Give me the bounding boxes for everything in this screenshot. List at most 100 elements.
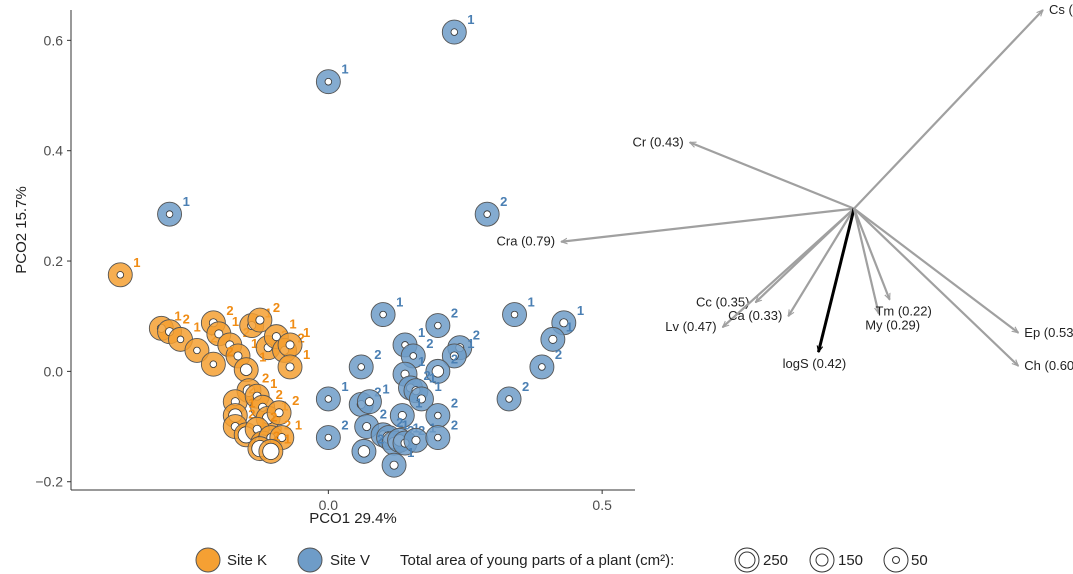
point-area-dot	[274, 408, 284, 418]
point-label: 1	[429, 371, 436, 386]
point-label: 1	[528, 295, 535, 310]
vector-label: Ca (0.33)	[728, 308, 782, 323]
point-area-dot	[548, 334, 558, 344]
point-label: 2	[423, 368, 430, 383]
point-area-dot	[209, 360, 218, 368]
legend-size-dot-250	[738, 551, 756, 569]
vector-label: Cc (0.35)	[696, 294, 749, 309]
point-label: 1	[303, 325, 310, 340]
y-tick-label: 0.4	[44, 143, 64, 159]
legend-label-site-v: Site V	[330, 552, 370, 569]
point-label: 2	[374, 384, 381, 399]
legend-size-50: 50	[911, 552, 928, 569]
point-label: 2	[451, 351, 458, 366]
point-label: 1	[174, 308, 181, 323]
point-label: 2	[262, 371, 269, 386]
vector-arrow	[853, 208, 891, 300]
legend-size-title: Total area of young parts of a plant (cm…	[400, 552, 674, 569]
point-label: 2	[284, 418, 291, 433]
point-label: 1	[295, 418, 302, 433]
point-label: 2	[298, 330, 305, 345]
point-label: 1	[289, 317, 296, 332]
point-label: 1	[418, 325, 425, 340]
point-label: 2	[270, 409, 277, 424]
x-axis-title: PCO1 29.4%	[309, 510, 397, 527]
point-label: 2	[273, 300, 280, 315]
point-area-dot	[357, 363, 365, 371]
scatter-points: 1112112122121122121212212121121222121121…	[107, 12, 584, 478]
point-label: 2	[522, 379, 529, 394]
point-label: 2	[183, 312, 190, 327]
vector-label: Ch (0.60)	[1024, 358, 1073, 373]
y-tick-label: 0.2	[44, 253, 64, 269]
point-label: 2	[292, 393, 299, 408]
point-area-dot	[324, 433, 333, 442]
point-area-dot	[431, 365, 445, 378]
point-label: 1	[413, 420, 420, 435]
point-label: 1	[341, 62, 348, 77]
point-area-dot	[559, 318, 569, 328]
point-label: 1	[577, 303, 584, 318]
vector-label: logS (0.42)	[783, 356, 847, 371]
point-label: 2	[226, 344, 233, 359]
point-area-dot	[176, 335, 185, 344]
x-tick-label: 0.0	[319, 497, 339, 513]
point-label: 1	[284, 431, 291, 446]
point-label: 2	[500, 194, 507, 209]
point-area-dot	[389, 460, 399, 470]
point-area-dot	[240, 363, 253, 376]
point-label: 1	[248, 396, 255, 411]
point-label: 1	[251, 336, 258, 351]
point-area-dot	[434, 433, 442, 442]
point-label: 2	[396, 415, 403, 430]
point-label: 2	[248, 407, 255, 422]
point-area-dot	[510, 310, 519, 319]
point-area-dot	[214, 329, 224, 339]
point-label: 2	[451, 418, 458, 433]
point-area-dot	[397, 411, 407, 420]
vector-arrow	[852, 208, 879, 314]
vector-arrow	[853, 10, 1043, 210]
point-label: 2	[426, 336, 433, 351]
point-area-dot	[271, 332, 281, 342]
point-label: 2	[341, 418, 348, 433]
vector-arrow	[853, 207, 1018, 334]
point-label: 1	[303, 347, 310, 362]
x-ticks: 0.0 0.5	[319, 490, 612, 513]
vector-label: Ep (0.53)	[1024, 325, 1073, 340]
point-area-dot	[505, 395, 513, 403]
point-area-dot	[285, 362, 295, 372]
vector-arrow	[690, 141, 855, 210]
axes	[70, 10, 635, 491]
legend: Site K Site V Total area of young parts …	[195, 547, 928, 573]
point-area-dot	[193, 346, 201, 355]
point-label: 2	[374, 347, 381, 362]
legend-size-250: 250	[763, 552, 788, 569]
point-label: 2	[473, 328, 480, 343]
point-label: 1	[396, 295, 403, 310]
point-area-dot	[538, 363, 546, 371]
point-label: 2	[377, 431, 384, 446]
y-ticks: −0.2 0.0 0.2 0.4 0.6	[35, 32, 71, 490]
point-label: 1	[133, 255, 140, 270]
point-area-dot	[411, 435, 421, 445]
point-area-dot	[255, 315, 265, 325]
point-label: 1	[418, 354, 425, 369]
vector-label: Cs (0.65)	[1049, 2, 1073, 17]
point-area-dot	[434, 411, 442, 420]
point-label: 1	[467, 336, 474, 351]
point-label: 1	[566, 319, 573, 334]
y-tick-label: 0.6	[44, 32, 64, 48]
point-label: 1	[415, 396, 422, 411]
point-area-dot	[324, 78, 333, 86]
point-label: 1	[402, 418, 409, 433]
point-label: 1	[232, 314, 239, 329]
point-label: 2	[273, 429, 280, 444]
vector-arrow	[561, 207, 855, 242]
point-area-dot	[449, 351, 459, 361]
point-area-dot	[434, 321, 442, 330]
legend-label-site-k: Site K	[227, 552, 267, 569]
point-area-dot	[362, 422, 372, 432]
point-area-dot	[165, 210, 174, 218]
